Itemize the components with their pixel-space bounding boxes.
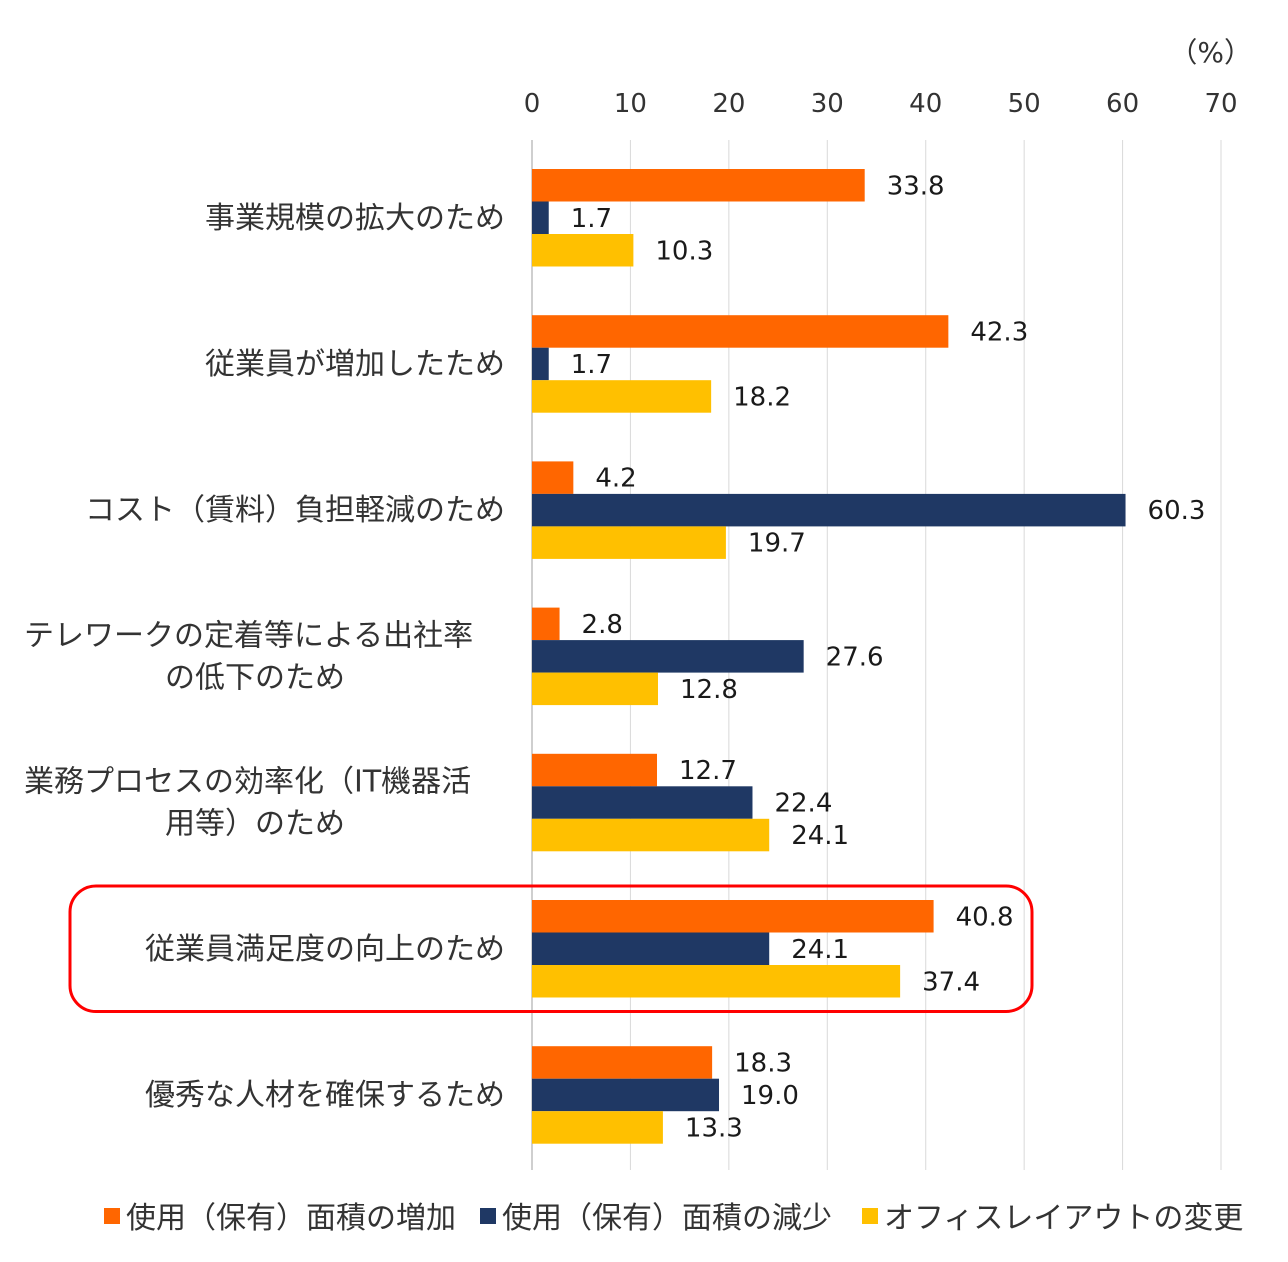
data-label: 12.7 (679, 756, 737, 786)
category-label: 従業員満足度の向上のため (145, 932, 505, 967)
legend-label: オフィスレイアウトの変更 (884, 1201, 1243, 1236)
x-tick-label: 10 (614, 89, 647, 119)
data-label: 19.7 (748, 529, 806, 559)
x-tick-label: 70 (1204, 89, 1237, 119)
category-label: 業務プロセスの効率化（IT機器活 (24, 765, 471, 800)
x-tick-label: 60 (1106, 89, 1139, 119)
unit-label: （%） (1169, 36, 1252, 69)
data-label: 22.4 (774, 789, 832, 819)
category-label: コスト（賃料）負担軽減のため (85, 493, 505, 528)
category-label: テレワークの定着等による出社率 (24, 618, 473, 653)
data-label: 2.8 (582, 610, 623, 640)
data-label: 18.2 (733, 382, 791, 412)
x-tick-label: 0 (524, 89, 541, 119)
data-label: 24.1 (791, 821, 849, 851)
x-tick-label: 20 (712, 89, 745, 119)
data-label: 18.3 (734, 1048, 792, 1078)
bar (532, 201, 549, 234)
bar (532, 461, 574, 494)
category-label: 従業員が増加したため (205, 347, 505, 382)
bar (532, 526, 726, 559)
bar (532, 932, 770, 965)
bar (532, 1111, 663, 1144)
category-label: の低下のため (165, 660, 345, 695)
bar (532, 1078, 720, 1112)
bar (532, 169, 865, 202)
data-label: 33.8 (887, 171, 945, 201)
bar (532, 786, 753, 819)
data-label: 40.8 (956, 902, 1014, 932)
data-label: 10.3 (655, 236, 713, 266)
bar (532, 640, 804, 673)
x-tick-label: 50 (1008, 89, 1041, 119)
data-label: 13.3 (685, 1113, 743, 1143)
data-label: 12.8 (680, 675, 738, 705)
highlight-box (68, 884, 1034, 1013)
bar (532, 965, 901, 998)
legend-swatch (480, 1208, 496, 1224)
legend-label: 使用（保有）面積の減少 (502, 1201, 832, 1236)
bar (532, 347, 549, 381)
category-label: 事業規模の拡大のため (205, 201, 505, 236)
bar (532, 1046, 713, 1079)
data-label: 1.7 (571, 350, 612, 380)
legend-label: 使用（保有）面積の増加 (126, 1201, 456, 1236)
legend-swatch (104, 1208, 120, 1224)
data-label: 27.6 (826, 642, 884, 672)
bar (532, 753, 658, 787)
bar (532, 672, 658, 706)
data-label: 4.2 (595, 464, 636, 494)
data-label: 24.1 (791, 935, 849, 965)
bar (532, 234, 634, 267)
bar (532, 900, 934, 933)
legend-swatch (862, 1208, 878, 1224)
category-label: 優秀な人材を確保するため (145, 1078, 505, 1113)
data-label: 42.3 (970, 317, 1028, 347)
bar (532, 607, 560, 641)
data-label: 1.7 (571, 204, 612, 234)
category-label: 用等）のため (165, 807, 345, 842)
bar (532, 315, 949, 348)
bar (532, 380, 712, 413)
bar (532, 818, 770, 852)
bar (532, 493, 1126, 527)
data-label: 19.0 (741, 1081, 799, 1111)
data-label: 37.4 (922, 967, 980, 997)
x-tick-label: 30 (811, 89, 844, 119)
x-tick-label: 40 (909, 89, 942, 119)
data-label: 60.3 (1148, 496, 1206, 526)
